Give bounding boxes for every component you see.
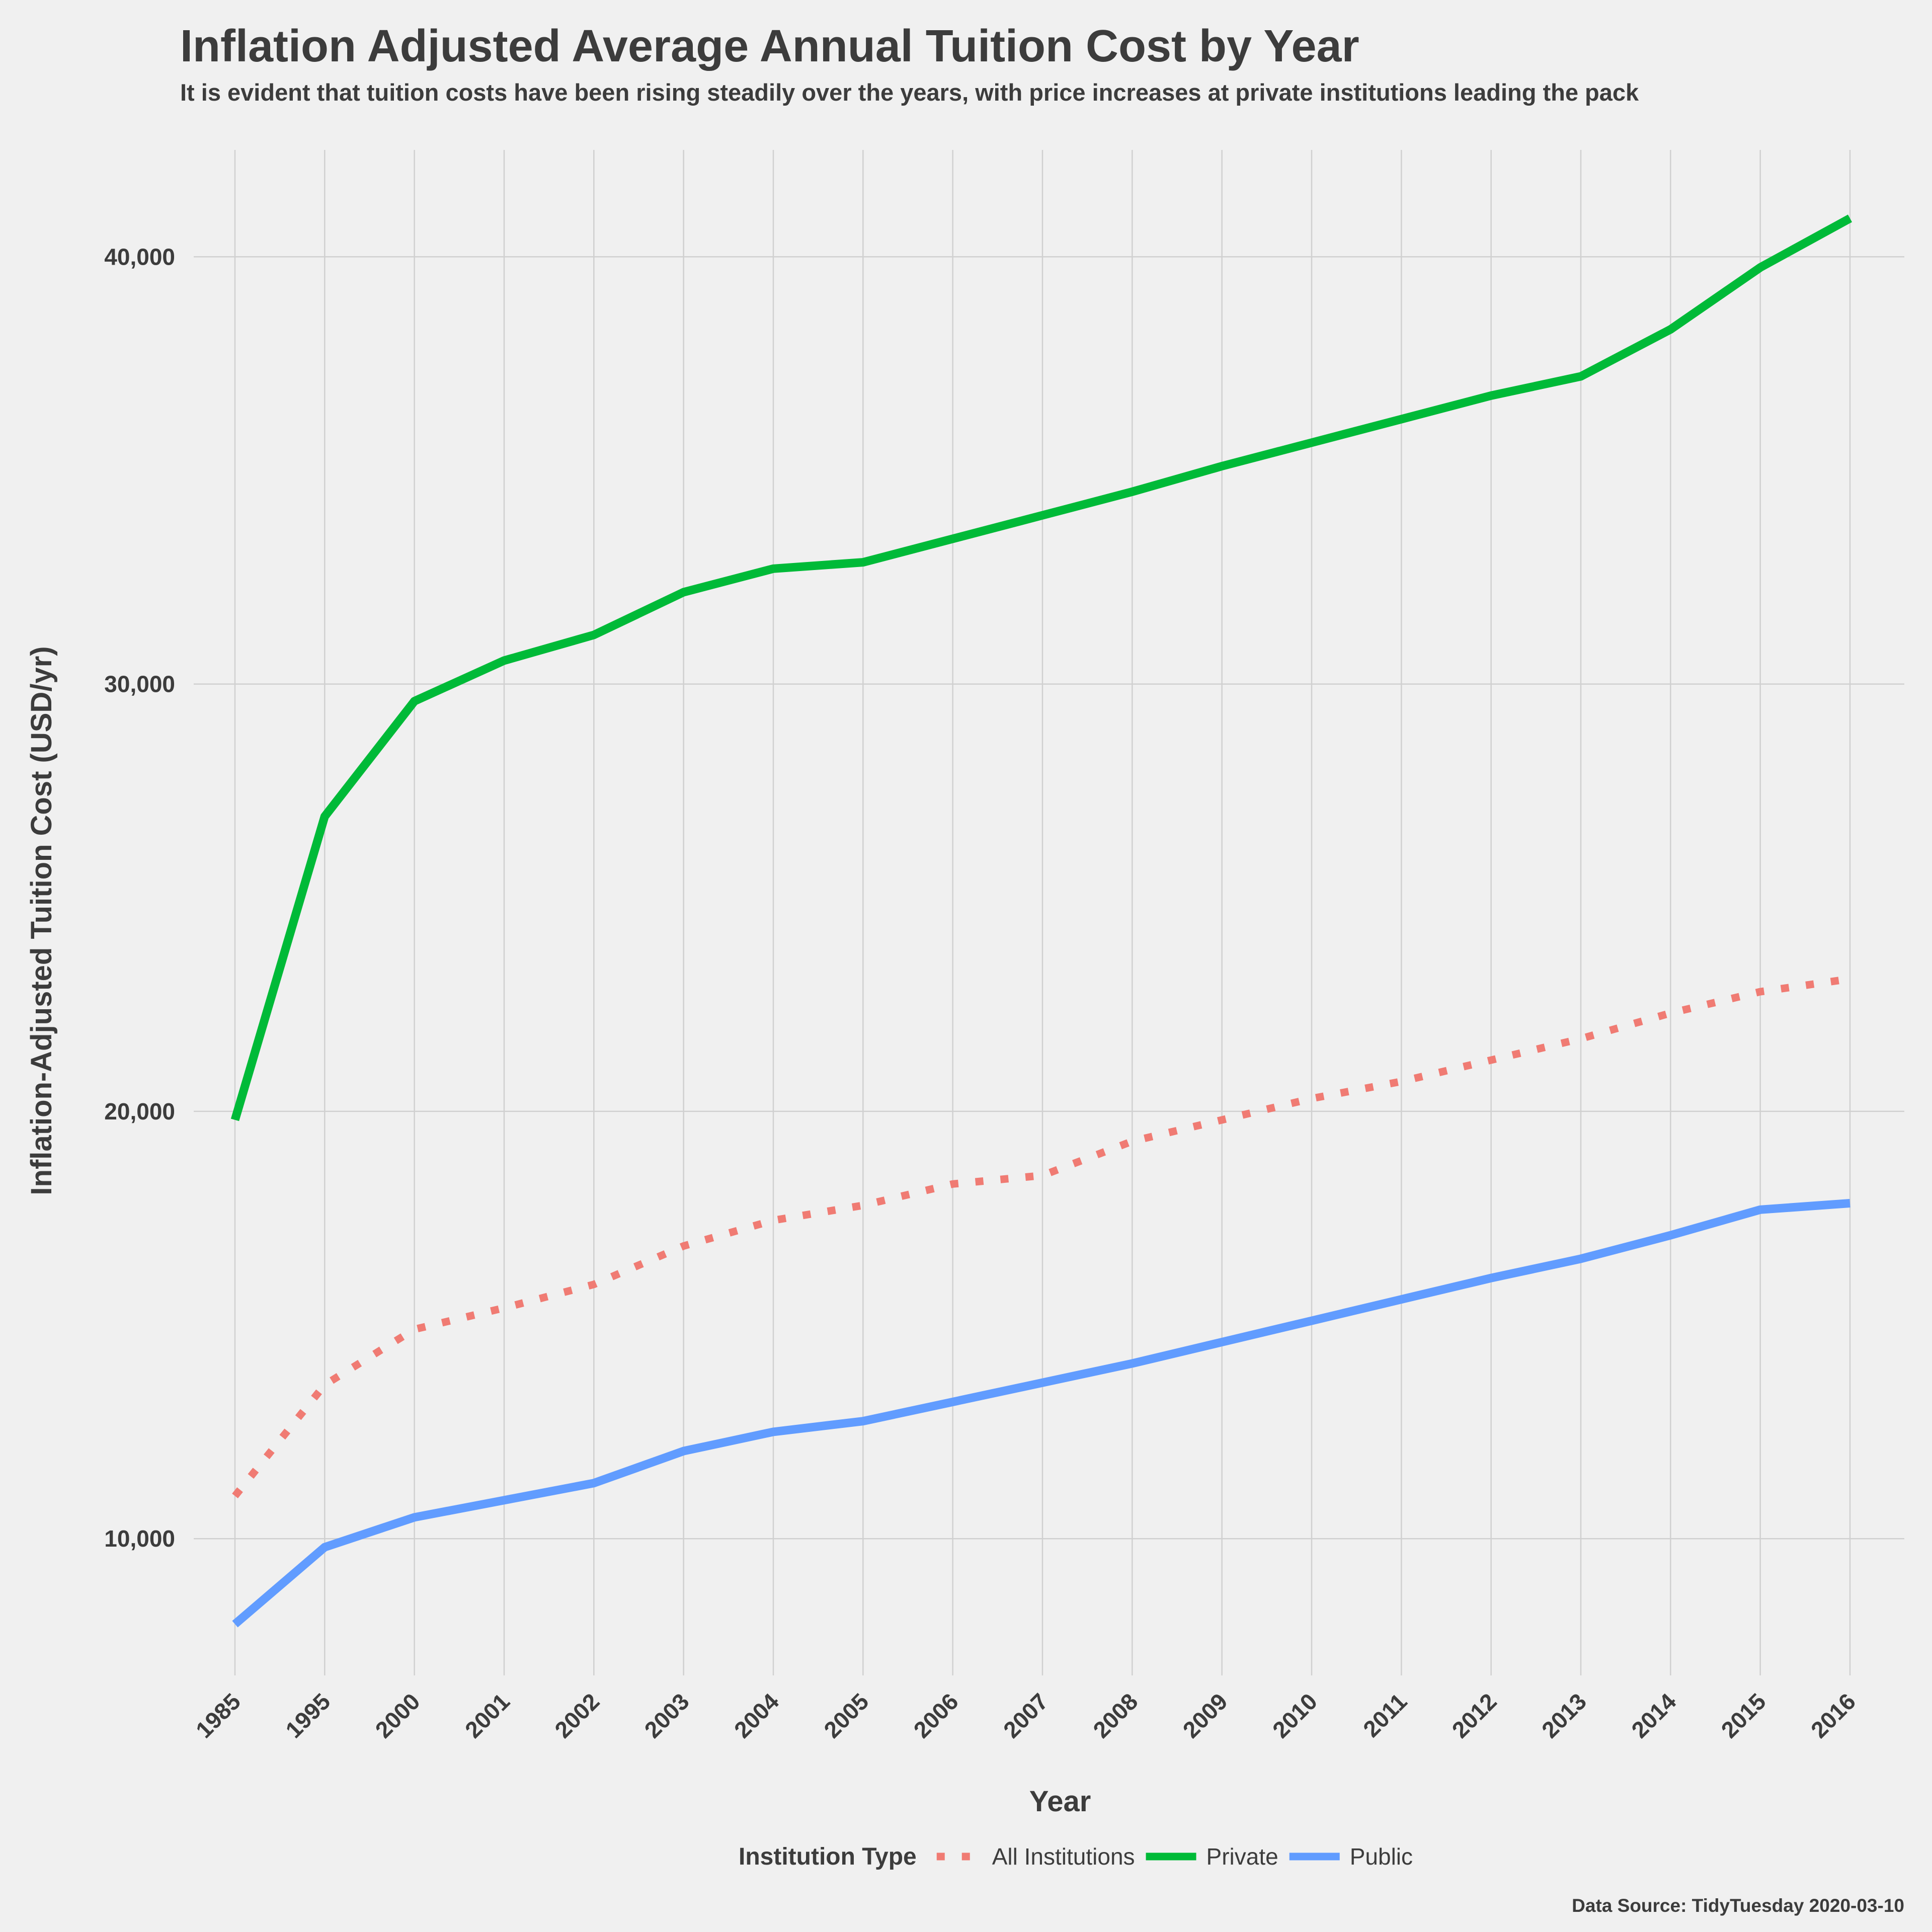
grid [194, 150, 1904, 1675]
x-tick-label: 2012 [1447, 1688, 1502, 1743]
x-tick-label: 2011 [1358, 1688, 1412, 1742]
x-tick-label: 2016 [1806, 1688, 1861, 1743]
x-tick-label: 2002 [549, 1688, 604, 1743]
legend-label-public: Public [1350, 1843, 1413, 1870]
x-tick-label: 2014 [1626, 1688, 1681, 1743]
y-tick-label: 30,000 [104, 671, 175, 697]
series-line-public [232, 1199, 1850, 1628]
series-line-private [230, 214, 1853, 1121]
legend-label-all-institutions: All Institutions [992, 1843, 1135, 1870]
y-tick-label: 40,000 [104, 244, 175, 270]
x-tick-label: 1985 [191, 1688, 246, 1743]
x-tick-label: 2008 [1088, 1688, 1143, 1743]
y-tick-label: 10,000 [104, 1525, 175, 1552]
legend: Institution Type All Institutions Private… [739, 1843, 1413, 1870]
x-tick-label: 2009 [1178, 1688, 1233, 1743]
y-axis-ticks: 10,000 20,000 30,000 40,000 [104, 244, 175, 1552]
x-tick-label: 2007 [998, 1688, 1053, 1743]
x-tick-label: 2013 [1537, 1688, 1591, 1743]
x-axis-ticks: 1985 1995 2000 2001 2002 2003 2004 2005 2006 2007… [191, 1688, 1861, 1743]
legend-label-private: Private [1206, 1843, 1278, 1870]
x-tick-label: 1995 [280, 1688, 335, 1743]
x-tick-label: 2005 [819, 1688, 873, 1743]
x-axis-title: Year [1029, 1785, 1091, 1818]
y-axis-title: Inflation-Adjusted Tuition Cost (USD/yr) [25, 646, 58, 1195]
caption: Data Source: TidyTuesday 2020-03-10 [1572, 1895, 1904, 1916]
y-tick-label: 20,000 [104, 1098, 175, 1124]
x-tick-label: 2015 [1716, 1688, 1771, 1743]
plot-series [230, 214, 1853, 1628]
x-tick-label: 2003 [639, 1688, 694, 1743]
x-tick-label: 2006 [909, 1688, 963, 1743]
chart-title: Inflation Adjusted Average Annual Tuitio… [180, 21, 1359, 71]
x-tick-label: 2010 [1267, 1688, 1322, 1743]
x-tick-label: 2000 [370, 1688, 425, 1743]
x-tick-label: 2001 [460, 1688, 515, 1743]
x-tick-label: 2004 [729, 1688, 784, 1743]
legend-title: Institution Type [739, 1843, 917, 1870]
chart-subtitle: It is evident that tuition costs have be… [180, 79, 1639, 106]
